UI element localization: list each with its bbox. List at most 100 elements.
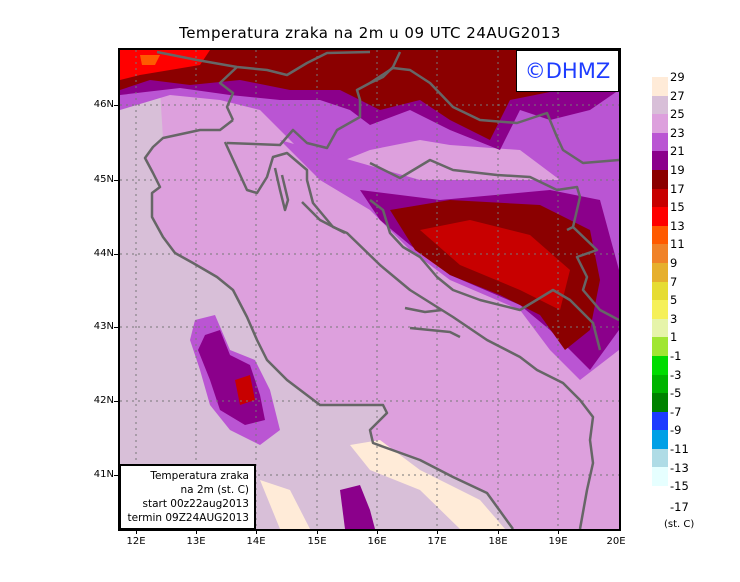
temperature-map bbox=[118, 48, 621, 531]
colorbar-box bbox=[652, 411, 668, 431]
colorbar bbox=[652, 77, 668, 487]
lat-tick-mark bbox=[114, 180, 119, 181]
colorbar-box bbox=[652, 188, 668, 208]
colorbar-box bbox=[652, 393, 668, 412]
info-line: na 2m (st. C) bbox=[180, 484, 249, 496]
lon-tick-label: 17E bbox=[427, 536, 447, 547]
lon-tick-label: 13E bbox=[186, 536, 206, 547]
serbia-border bbox=[572, 226, 620, 322]
hungary-croatia-border bbox=[369, 66, 620, 165]
colorbar-box bbox=[652, 114, 668, 133]
alps-orange-zone bbox=[140, 55, 160, 65]
lat-tick-label: 46N bbox=[93, 99, 114, 110]
italy-coastline bbox=[143, 119, 515, 530]
lon-tick-label: 16E bbox=[367, 536, 387, 547]
croatia-coastline bbox=[223, 141, 595, 530]
info-line: start 00z22aug2013 bbox=[142, 498, 249, 510]
colorbar-box bbox=[652, 467, 668, 487]
lon-tick-mark bbox=[498, 529, 499, 534]
island-krk bbox=[273, 167, 290, 212]
slovenia-italy-border bbox=[218, 66, 238, 121]
lon-tick-label: 19E bbox=[548, 536, 568, 547]
lon-tick-mark bbox=[377, 529, 378, 534]
island-brac bbox=[404, 306, 443, 314]
colorbar-label: 27 bbox=[670, 88, 685, 103]
lon-tick-mark bbox=[136, 529, 137, 534]
colorbar-label: -9 bbox=[670, 423, 682, 438]
lon-tick-mark bbox=[437, 529, 438, 534]
cream-patch bbox=[260, 480, 310, 529]
colorbar-label: 9 bbox=[670, 256, 678, 270]
lon-tick-mark bbox=[256, 529, 257, 534]
colorbar-label: 1 bbox=[670, 330, 678, 345]
lat-tick-mark bbox=[114, 254, 119, 255]
lon-tick-label: 15E bbox=[307, 536, 327, 547]
italy-red-blob bbox=[235, 375, 255, 405]
colorbar-label: 17 bbox=[670, 181, 685, 196]
colorbar-box bbox=[652, 262, 668, 282]
lon-tick-label: 20E bbox=[606, 536, 626, 547]
colorbar-box bbox=[652, 132, 668, 152]
south-cream-zone bbox=[350, 440, 505, 529]
lat-tick-label: 42N bbox=[93, 395, 114, 406]
colorbar-label: 29 bbox=[670, 70, 685, 84]
lat-tick-mark bbox=[114, 401, 119, 402]
colorbar-label: 3 bbox=[670, 311, 678, 326]
colorbar-label: -15 bbox=[670, 479, 689, 494]
colorbar-label: 7 bbox=[670, 274, 678, 289]
colorbar-label: 15 bbox=[670, 200, 685, 215]
colorbar-label: 21 bbox=[670, 144, 685, 159]
north-red-band bbox=[120, 50, 619, 140]
lat-tick-label: 44N bbox=[93, 248, 114, 259]
lat-tick-mark bbox=[114, 105, 119, 106]
lon-tick-mark bbox=[317, 529, 318, 534]
colorbar-label: 19 bbox=[670, 163, 685, 177]
colorbar-box bbox=[652, 207, 668, 226]
lat-tick-label: 45N bbox=[93, 174, 114, 185]
bosnia-bright-red bbox=[420, 220, 570, 310]
colorbar-label: -7 bbox=[670, 404, 682, 419]
colorbar-label: 25 bbox=[670, 107, 685, 122]
colorbar-label: -13 bbox=[670, 460, 689, 475]
island-hvar bbox=[409, 326, 461, 339]
colorbar-box bbox=[652, 244, 668, 263]
colorbar-label: 13 bbox=[670, 218, 685, 233]
colorbar-box bbox=[652, 225, 668, 245]
lon-tick-label: 18E bbox=[488, 536, 508, 547]
island-dugi-otok bbox=[301, 201, 346, 235]
info-line: termin 09Z24AUG2013 bbox=[127, 512, 250, 524]
lat-tick-label: 41N bbox=[93, 469, 114, 480]
italy-austria-border bbox=[156, 50, 371, 77]
map-svg bbox=[120, 50, 620, 530]
dhmz-logo: ©DHMZ bbox=[516, 50, 619, 92]
info-box: Temperatura zraka na 2m (st. C) start 00… bbox=[119, 464, 256, 530]
colorbar-box bbox=[652, 95, 668, 115]
lon-tick-label: 12E bbox=[126, 536, 146, 547]
italy-land bbox=[120, 80, 513, 529]
colorbar-box bbox=[652, 318, 668, 338]
colorbar-label: 11 bbox=[670, 237, 685, 252]
colorbar-label: -1 bbox=[670, 349, 682, 363]
colorbar-label: 23 bbox=[670, 125, 685, 140]
colorbar-box bbox=[652, 337, 668, 356]
colorbar-label: -17 bbox=[670, 499, 689, 514]
colorbar-box bbox=[652, 77, 668, 96]
colorbar-box bbox=[652, 300, 668, 319]
croatia-bosnia-border bbox=[369, 158, 582, 232]
slovenia-croatia-border bbox=[226, 51, 402, 150]
lat-tick-mark bbox=[114, 475, 119, 476]
bosnia-southwest-border bbox=[369, 199, 602, 351]
colorbar-box bbox=[652, 151, 668, 170]
chart-title: Temperatura zraka na 2m u 09 UTC 24AUG20… bbox=[179, 24, 561, 42]
colorbar-unit: (st. C) bbox=[664, 519, 695, 530]
colorbar-label: -11 bbox=[670, 442, 689, 456]
colorbar-box bbox=[652, 374, 668, 394]
lon-tick-mark bbox=[558, 529, 559, 534]
colorbar-box bbox=[652, 430, 668, 449]
colorbar-label: -3 bbox=[670, 367, 682, 382]
colorbar-box bbox=[652, 281, 668, 301]
lon-tick-label: 14E bbox=[246, 536, 266, 547]
lat-tick-mark bbox=[114, 327, 119, 328]
colorbar-box bbox=[652, 448, 668, 468]
